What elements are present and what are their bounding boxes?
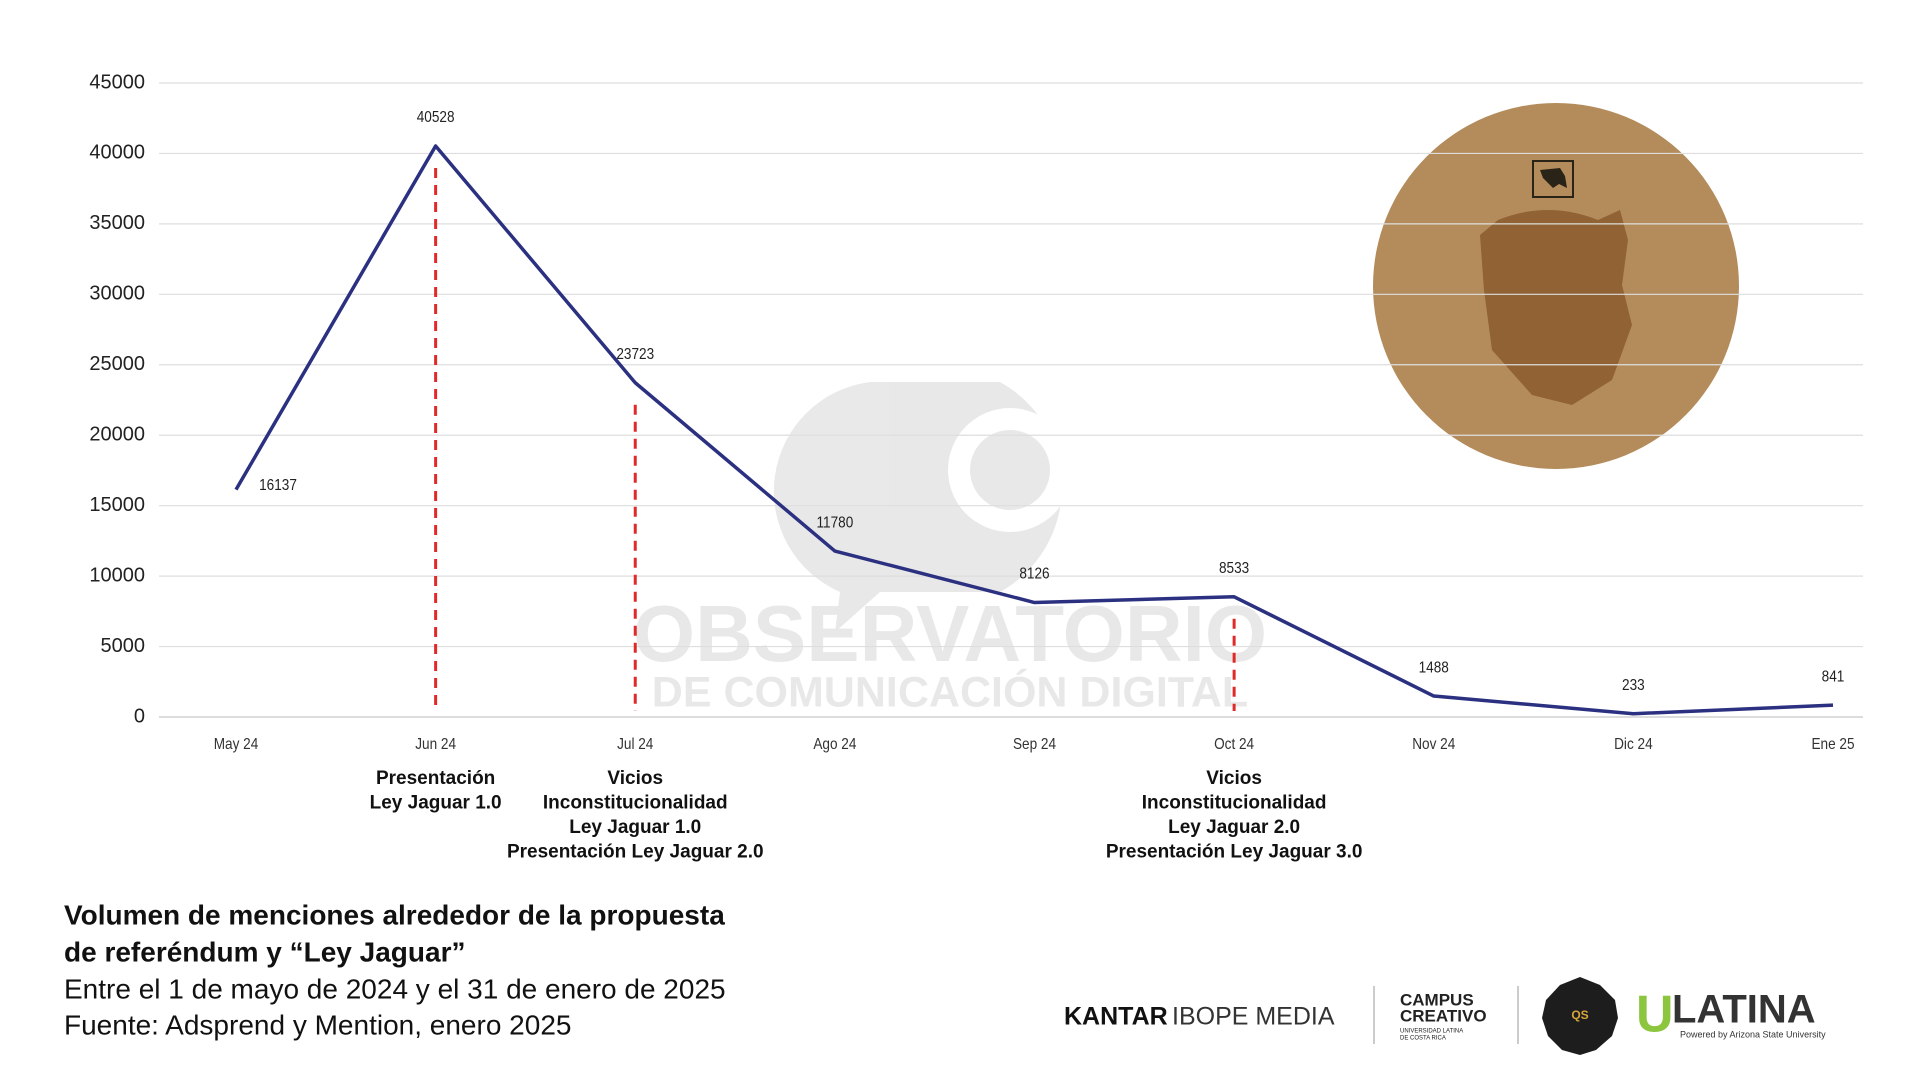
value-label: 8126 bbox=[1019, 566, 1049, 583]
value-label: 23723 bbox=[616, 346, 654, 363]
logos: KANTAR IBOPE MEDIA CAMPUS CREATIVO UNIVE… bbox=[1064, 977, 1826, 1055]
y-tick-label: 0 bbox=[134, 705, 145, 727]
ulatina-logo: U bbox=[1636, 986, 1674, 1044]
x-tick-label: Jul 24 bbox=[617, 736, 653, 753]
title: de referéndum y “Ley Jaguar” bbox=[64, 936, 465, 967]
footer: Volumen de menciones alrededor de la pro… bbox=[64, 899, 726, 1040]
plot: 0 5000 10000 15000 20000 25000 30000 35000 40000… bbox=[89, 71, 1863, 863]
title: Volumen de menciones alrededor de la pro… bbox=[64, 899, 725, 930]
ulatina-logo: LATINA bbox=[1672, 988, 1816, 1032]
value-label: 841 bbox=[1822, 668, 1845, 685]
watermark-pupil bbox=[970, 430, 1050, 510]
x-tick-label: Oct 24 bbox=[1214, 736, 1254, 753]
value-label: 233 bbox=[1622, 677, 1645, 694]
logo-jaguar bbox=[1480, 210, 1632, 405]
x-tick-label: May 24 bbox=[214, 736, 259, 753]
annotation-label: Vicios bbox=[1206, 768, 1262, 789]
ulatina-logo: Powered by Arizona State University bbox=[1680, 1029, 1826, 1039]
y-tick-label: 15000 bbox=[89, 494, 145, 516]
x-tick-label: Jun 24 bbox=[415, 736, 456, 753]
watermark-text: OBSERVATORIO bbox=[633, 589, 1267, 678]
jaguar-logo bbox=[1373, 103, 1739, 469]
annotation-label: Vicios bbox=[607, 768, 663, 789]
x-tick-label: Sep 24 bbox=[1013, 736, 1056, 753]
y-tick-label: 45000 bbox=[89, 71, 145, 93]
logo-map-box bbox=[1532, 160, 1574, 198]
y-tick-label: 35000 bbox=[89, 212, 145, 234]
campus-logo: CREATIVO bbox=[1400, 1006, 1487, 1025]
x-tick-label: Ago 24 bbox=[813, 736, 856, 753]
campus-logo: UNIVERSIDAD LATINA bbox=[1400, 1029, 1463, 1035]
y-tick-label: 10000 bbox=[89, 564, 145, 586]
watermark-eye bbox=[948, 408, 1072, 532]
value-label: 1488 bbox=[1419, 659, 1449, 676]
y-tick-label: 20000 bbox=[89, 424, 145, 446]
x-tick-label: Ene 25 bbox=[1811, 736, 1854, 753]
watermark-text: DE COMUNICACIÓN DIGITAL bbox=[652, 667, 1248, 716]
y-tick-label: 25000 bbox=[89, 353, 145, 375]
annotation-label: Ley Jaguar 1.0 bbox=[370, 793, 502, 814]
y-tick-label: 40000 bbox=[89, 142, 145, 164]
value-label: 8533 bbox=[1219, 560, 1249, 577]
subtitle: Entre el 1 de mayo de 2024 y el 31 de en… bbox=[64, 973, 726, 1004]
value-label: 16137 bbox=[259, 477, 297, 494]
annotation-label: Inconstitucionalidad bbox=[1142, 793, 1327, 814]
annotation-label: Presentación Ley Jaguar 3.0 bbox=[1106, 842, 1363, 863]
annotation-label: Presentación Ley Jaguar 2.0 bbox=[507, 842, 764, 863]
annotation-label: Inconstitucionalidad bbox=[543, 793, 728, 814]
qs-badge bbox=[1542, 977, 1618, 1055]
campus-logo: CAMPUS bbox=[1400, 990, 1474, 1009]
logo-map bbox=[1540, 168, 1567, 188]
annotation-label: Ley Jaguar 2.0 bbox=[1168, 817, 1300, 838]
kantar-logo: IBOPE MEDIA bbox=[1172, 1003, 1335, 1031]
line bbox=[234, 144, 1834, 716]
watermark: OBSERVATORIO DE COMUNICACIÓN DIGITAL bbox=[633, 382, 1267, 716]
x-tick-label: Dic 24 bbox=[1614, 736, 1652, 753]
campus-logo: DE COSTA RICA bbox=[1400, 1036, 1446, 1042]
qs-badge: QS bbox=[1571, 1008, 1588, 1022]
x-tick-label: Nov 24 bbox=[1412, 736, 1455, 753]
annotation-label: Ley Jaguar 1.0 bbox=[569, 817, 701, 838]
source: Fuente: Adsprend y Mention, enero 2025 bbox=[64, 1009, 571, 1040]
value-label: 40528 bbox=[417, 109, 455, 126]
watermark-bubble bbox=[773, 382, 1062, 632]
y-tick-label: 30000 bbox=[89, 283, 145, 305]
kantar-logo: KANTAR bbox=[1064, 1003, 1168, 1031]
annotation-label: Presentación bbox=[376, 768, 495, 789]
value-label: 11780 bbox=[816, 514, 853, 531]
y-tick-label: 5000 bbox=[101, 635, 146, 657]
